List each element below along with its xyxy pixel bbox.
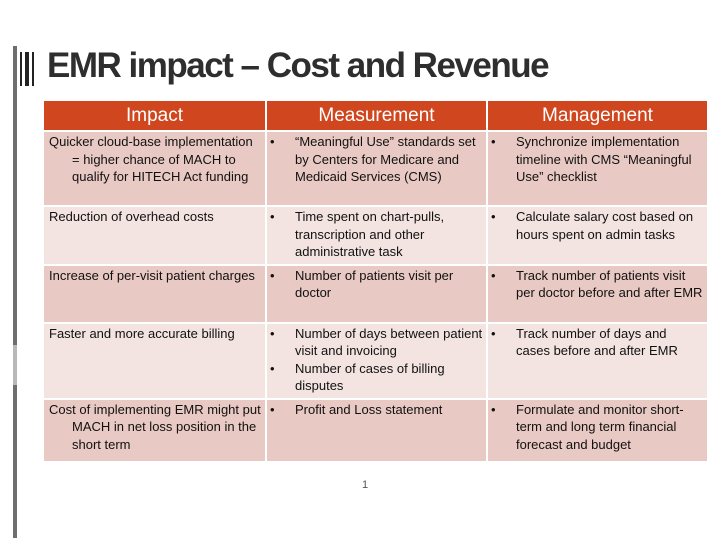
- impact-table: Impact Measurement Management Quicker cl…: [44, 101, 707, 461]
- management-item: Track number of days and cases before an…: [491, 325, 704, 360]
- table-row: Faster and more accurate billing Number …: [44, 321, 707, 399]
- measurement-cell: Number of patients visit per doctor: [266, 263, 488, 323]
- left-accent-bar: [13, 46, 17, 538]
- impact-cell: Cost of implementing EMR might put MACH …: [44, 397, 267, 461]
- management-cell: Synchronize implementation timeline with…: [487, 130, 707, 206]
- management-item: Formulate and monitor short-term and lon…: [491, 401, 704, 454]
- impact-cell: Increase of per-visit patient charges: [44, 263, 267, 323]
- impact-text: Increase of per-visit patient charges: [49, 267, 255, 283]
- management-cell: Track number of days and cases before an…: [487, 321, 707, 399]
- impact-text: Quicker cloud-base implementation = high…: [49, 134, 253, 184]
- measurement-item: Number of cases of billing disputes: [270, 360, 483, 395]
- left-accent-bar-highlight: [13, 345, 17, 385]
- table-row: Cost of implementing EMR might put MACH …: [44, 397, 707, 461]
- impact-cell: Reduction of overhead costs: [44, 205, 267, 265]
- measurement-cell: Time spent on chart-pulls, transcription…: [266, 205, 488, 265]
- header-impact: Impact: [44, 101, 267, 131]
- management-item: Synchronize implementation timeline with…: [491, 133, 704, 186]
- impact-cell: Quicker cloud-base implementation = high…: [44, 130, 267, 206]
- measurement-item: “Meaningful Use” standards set by Center…: [270, 133, 483, 186]
- slide-title: EMR impact – Cost and Revenue: [47, 46, 550, 85]
- management-cell: Track number of patients visit per docto…: [487, 263, 707, 323]
- management-cell: Formulate and monitor short-term and lon…: [487, 397, 707, 461]
- header-measurement: Measurement: [266, 101, 488, 131]
- impact-text: Cost of implementing EMR might put MACH …: [49, 401, 261, 452]
- measurement-item: Profit and Loss statement: [270, 401, 483, 419]
- measurement-cell: Profit and Loss statement: [266, 397, 488, 461]
- measurement-item: Number of days between patient visit and…: [270, 325, 483, 360]
- measurement-cell: Number of days between patient visit and…: [266, 321, 488, 399]
- impact-cell: Faster and more accurate billing: [44, 321, 267, 399]
- measurement-item: Time spent on chart-pulls, transcription…: [270, 208, 483, 261]
- measurement-cell: “Meaningful Use” standards set by Center…: [266, 130, 488, 206]
- management-item: Track number of patients visit per docto…: [491, 267, 704, 302]
- impact-text: Faster and more accurate billing: [49, 325, 235, 341]
- table-row: Reduction of overhead costs Time spent o…: [44, 205, 707, 265]
- management-item: Calculate salary cost based on hours spe…: [491, 208, 704, 243]
- page-number: 1: [362, 479, 369, 491]
- measurement-item: Number of patients visit per doctor: [270, 267, 483, 302]
- table-row: Quicker cloud-base implementation = high…: [44, 130, 707, 206]
- impact-text: Reduction of overhead costs: [49, 209, 214, 224]
- title-marker-icon: [20, 52, 35, 86]
- header-management: Management: [487, 101, 707, 131]
- management-cell: Calculate salary cost based on hours spe…: [487, 205, 707, 265]
- table-header-row: Impact Measurement Management: [44, 101, 707, 131]
- table-row: Increase of per-visit patient charges Nu…: [44, 263, 707, 323]
